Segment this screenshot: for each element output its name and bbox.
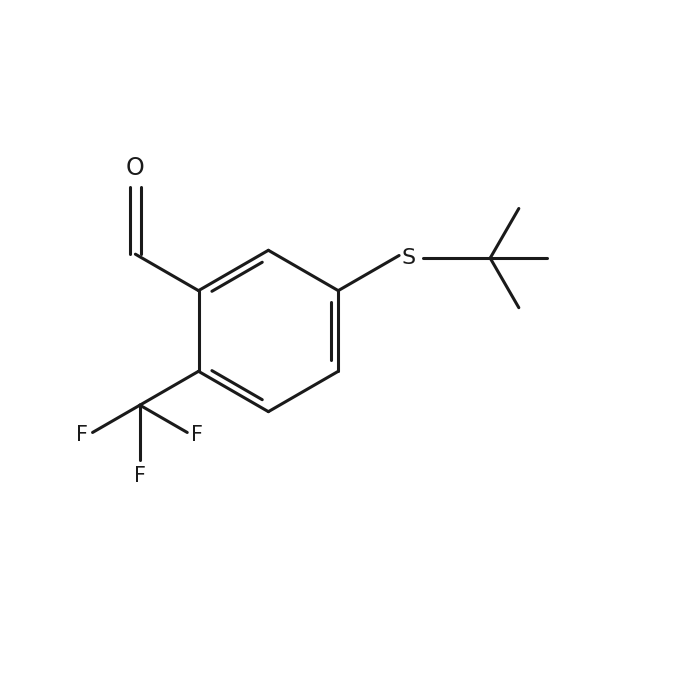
- Text: F: F: [134, 466, 146, 486]
- Text: F: F: [76, 425, 89, 445]
- Text: O: O: [126, 156, 145, 180]
- Text: S: S: [401, 248, 415, 268]
- Text: F: F: [191, 425, 203, 445]
